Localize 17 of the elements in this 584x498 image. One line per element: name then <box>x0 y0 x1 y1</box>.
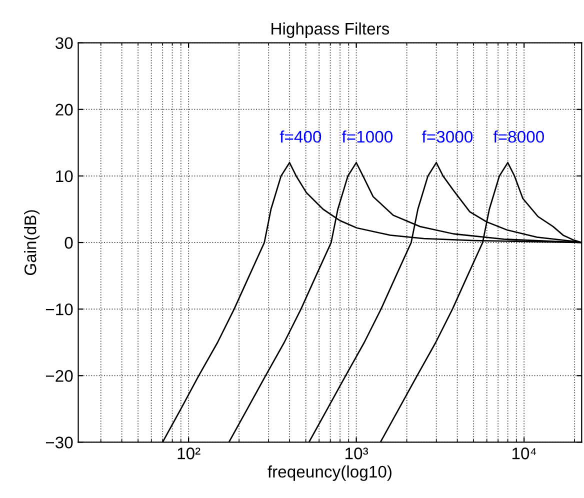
x-axis-title: freqeuncy(log10) <box>268 465 392 481</box>
annotation: f=1000 <box>342 130 392 143</box>
chart-title: Highpass Filters <box>272 22 390 38</box>
x-tick-label: 10² <box>178 448 200 460</box>
x-tick-label: 10⁴ <box>512 448 536 460</box>
annotation: f=8000 <box>493 130 544 143</box>
y-tick-label: −20 <box>46 370 73 382</box>
y-tick-label: −30 <box>46 436 73 448</box>
y-tick-label: −10 <box>46 303 73 316</box>
annotation: f=3000 <box>422 130 473 143</box>
x-tick-label: 10³ <box>346 448 368 460</box>
y-tick-label: 20 <box>56 104 73 116</box>
y-tick-label: 10 <box>56 170 73 182</box>
annotation: f=400 <box>280 130 322 143</box>
y-tick-label: 0 <box>64 236 73 249</box>
y-axis-title: Gain(dB) <box>24 210 40 276</box>
y-tick-label: 30 <box>55 37 73 50</box>
